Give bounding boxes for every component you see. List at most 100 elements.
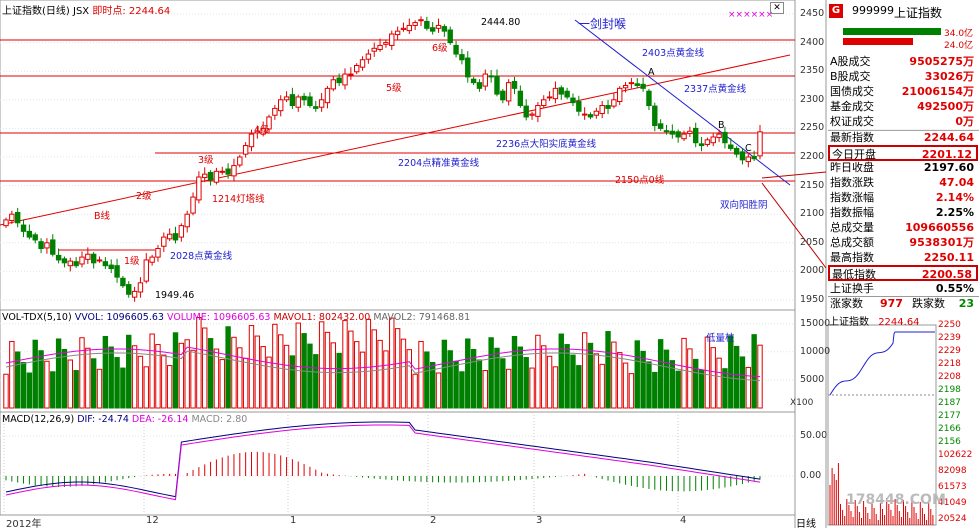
- volume-bar: [359, 351, 366, 409]
- macd-dif: DIF: -24.74: [77, 414, 129, 425]
- volume-bar: [67, 359, 73, 409]
- candle-body: [301, 95, 307, 101]
- candle-body: [757, 131, 763, 157]
- volume-bar: [739, 356, 746, 409]
- volume-bar: [254, 335, 261, 409]
- volume-bar: [14, 351, 21, 409]
- volume-bar: [587, 342, 594, 409]
- quote-label: A股成交: [830, 55, 871, 68]
- macd-name[interactable]: MACD(12,26,9): [2, 414, 75, 425]
- candle-body: [307, 96, 313, 107]
- quote-row: 昨日收盘 2197.60: [828, 160, 978, 176]
- candle-body: [61, 258, 68, 264]
- candle-body: [406, 24, 413, 32]
- volume-bar: [20, 361, 27, 409]
- volume-bar: [184, 339, 190, 409]
- candle-body: [219, 170, 225, 173]
- mini-value: 2244.64: [878, 317, 920, 328]
- quote-row: B股成交 33026万: [828, 69, 978, 85]
- candle-body: [289, 94, 296, 107]
- price-tick: 2350: [800, 65, 825, 77]
- quote-row: 上证换手 0.55%: [828, 281, 978, 297]
- quote-row: 最新指数 2244.64: [828, 130, 978, 146]
- volume-bar: [348, 330, 354, 409]
- volume-bar: [429, 361, 436, 409]
- candle-body: [611, 99, 617, 107]
- close-icon[interactable]: ✕: [770, 2, 784, 14]
- candle-body: [85, 253, 91, 260]
- candle-body: [546, 96, 553, 99]
- volume-bar: [488, 337, 494, 409]
- candle-body: [237, 156, 243, 166]
- volume-bar: [79, 337, 85, 409]
- quote-value: 2201.12: [921, 147, 972, 161]
- candle-body: [535, 105, 541, 117]
- watermark: 178448.COM: [846, 492, 946, 508]
- volume-bar: [581, 332, 588, 409]
- volume-bar: [657, 339, 664, 409]
- volume-tick: 15000: [800, 317, 831, 329]
- candle-body: [704, 139, 711, 145]
- quote-row: 指数涨幅 2.14%: [828, 190, 978, 206]
- volume-bar: [599, 363, 605, 409]
- quote-label: 指数振幅: [830, 206, 874, 219]
- quote-label: 指数涨跌: [830, 175, 874, 189]
- down-label: 跌家数: [912, 297, 945, 310]
- candle-body: [739, 151, 746, 161]
- volume-bar: [511, 336, 518, 409]
- volume-bar: [687, 348, 693, 409]
- candle-body: [441, 26, 448, 32]
- volume-bar: [634, 340, 640, 409]
- mini-tick: 2218: [938, 359, 961, 369]
- candle-body: [9, 213, 15, 221]
- quote-row: 基金成交 492500万: [828, 99, 978, 115]
- quote-value: 0万: [955, 115, 974, 129]
- candle-body: [131, 290, 138, 298]
- candle-body: [465, 57, 471, 78]
- volume-bar: [272, 323, 278, 409]
- candle-body: [190, 196, 196, 214]
- volume-bar: [541, 345, 547, 409]
- chart-title: 上证指数(日线) JSX 即时点: 2244.64: [2, 2, 170, 17]
- anno-high: 2444.80: [481, 17, 521, 28]
- volume-bar: [663, 349, 670, 409]
- candle-body: [663, 130, 670, 133]
- candle-body: [657, 123, 664, 129]
- volume-bar: [289, 355, 296, 409]
- volume-bar: [90, 358, 97, 409]
- vol-name[interactable]: VOL-TDX(5,10): [2, 312, 72, 323]
- volume-bar: [377, 339, 383, 409]
- candle-body: [50, 239, 56, 255]
- candle-body: [318, 99, 325, 108]
- period-tab[interactable]: 日线: [796, 519, 816, 530]
- mini-vol-tick: 102622: [938, 450, 973, 460]
- candle-body: [225, 168, 231, 175]
- candle-body: [348, 73, 354, 76]
- candle-body: [716, 133, 722, 139]
- vol-vvol: VVOL: 1096605.63: [74, 312, 164, 323]
- volume-bar: [108, 346, 114, 409]
- candle-body: [511, 80, 518, 89]
- anno-title_note: 一剑封喉: [578, 17, 627, 31]
- candle-body: [710, 136, 716, 144]
- candle-body: [108, 264, 114, 270]
- price-tick: 1950: [800, 294, 825, 305]
- candle-body: [669, 130, 676, 135]
- candle-body: [137, 282, 144, 293]
- candle-body: [482, 73, 488, 87]
- mini-tick: 2208: [938, 372, 961, 382]
- volume-bar: [646, 361, 652, 409]
- quote-label: 总成交量: [830, 221, 874, 235]
- volume-unit: X100: [790, 398, 814, 408]
- candle-body: [166, 233, 173, 240]
- mavol1-line: [5, 346, 761, 378]
- volume-bar: [693, 358, 699, 409]
- candle-body: [32, 234, 38, 241]
- candle-body: [184, 213, 190, 228]
- volume-bar: [61, 349, 68, 409]
- candle-body: [330, 79, 337, 90]
- vol-volume: VOLUME: 1096605.63: [167, 312, 271, 323]
- price-tick: 2450: [800, 8, 825, 19]
- mini-tick: 2239: [938, 333, 961, 343]
